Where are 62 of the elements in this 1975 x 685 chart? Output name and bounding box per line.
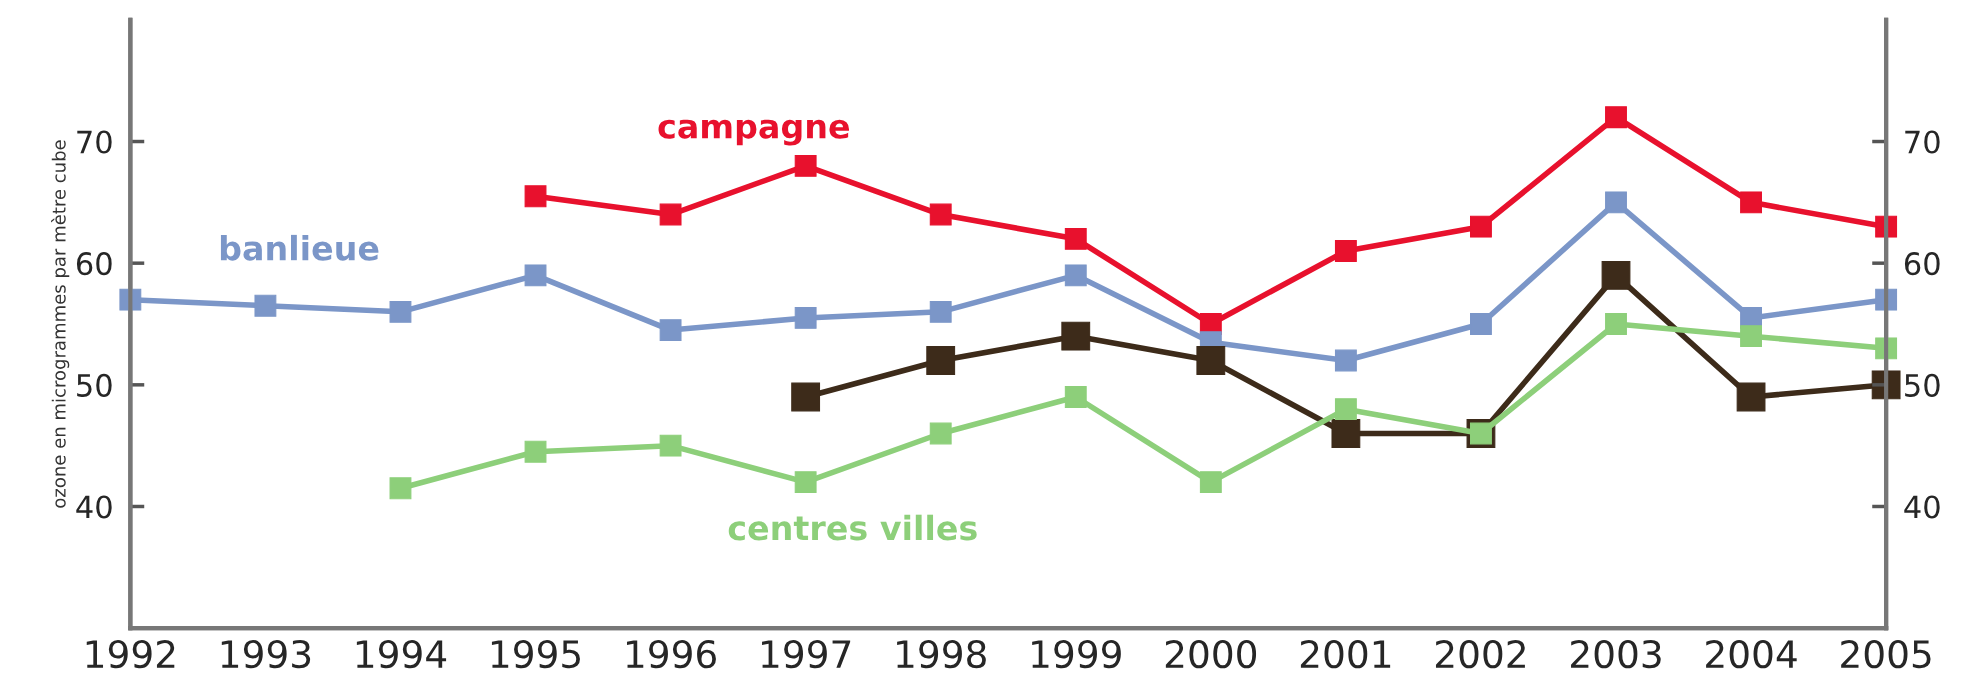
x-tick-label: 2002	[1435, 639, 1525, 669]
x-tick-label: 2005	[1841, 639, 1931, 669]
point	[1064, 386, 1087, 408]
x-tick-label: 1999	[1032, 639, 1121, 669]
y-tick-label: 60	[76, 252, 112, 276]
y2-tick-label: 70	[1905, 130, 1940, 154]
point	[929, 203, 952, 226]
series-label: centres villes	[728, 514, 977, 541]
point	[794, 471, 817, 494]
point	[926, 346, 956, 375]
y-axis-title: ozone en microgrammes par mètre cube	[51, 140, 70, 508]
point	[1334, 349, 1357, 372]
point	[1199, 471, 1222, 494]
series-label: campagne	[658, 119, 850, 146]
point	[929, 422, 952, 445]
x-tick-label: 1996	[626, 639, 716, 669]
y-tick-label: 50	[77, 373, 112, 397]
x-tick-label: 2001	[1300, 639, 1391, 669]
y-tick-label: 70	[77, 130, 112, 154]
point	[1064, 264, 1087, 287]
point	[1740, 325, 1763, 348]
x-tick-label: 2004	[1706, 639, 1797, 669]
point	[524, 264, 547, 287]
point	[929, 300, 952, 323]
point	[1605, 313, 1627, 335]
point	[1331, 419, 1361, 448]
x-tick-label: 1997	[762, 639, 851, 669]
point	[389, 477, 412, 500]
point	[659, 319, 682, 342]
x-tick-label: 1995	[491, 639, 580, 669]
x-tick-label: 1998	[897, 639, 986, 669]
point	[1740, 191, 1763, 214]
point	[1470, 313, 1492, 335]
y2-tick-label: 40	[1904, 495, 1940, 519]
point	[1601, 260, 1631, 290]
point	[389, 300, 412, 323]
x-tick-label: 1993	[221, 639, 311, 669]
y2-tick-label: 60	[1904, 252, 1940, 276]
point	[1736, 382, 1766, 412]
y2-tick-label: 50	[1905, 373, 1940, 397]
x-tick-label: 2003	[1571, 639, 1661, 669]
point	[1334, 240, 1357, 262]
series-label: banlieue	[220, 234, 379, 261]
point	[1064, 227, 1087, 250]
point	[1605, 191, 1627, 214]
y-tick-label: 40	[76, 495, 112, 519]
point	[1196, 346, 1226, 375]
point	[794, 306, 817, 329]
point	[794, 154, 817, 177]
point	[1061, 321, 1091, 351]
point	[791, 382, 821, 412]
point	[254, 294, 277, 317]
point	[659, 434, 682, 457]
point	[1605, 106, 1627, 129]
x-tick-label: 1994	[356, 639, 447, 669]
point	[659, 203, 682, 226]
point	[1334, 398, 1357, 421]
point	[524, 185, 547, 208]
x-tick-label: 2000	[1165, 639, 1257, 669]
point	[1470, 215, 1492, 238]
x-tick-label: 1992	[86, 639, 175, 669]
point	[524, 440, 547, 463]
